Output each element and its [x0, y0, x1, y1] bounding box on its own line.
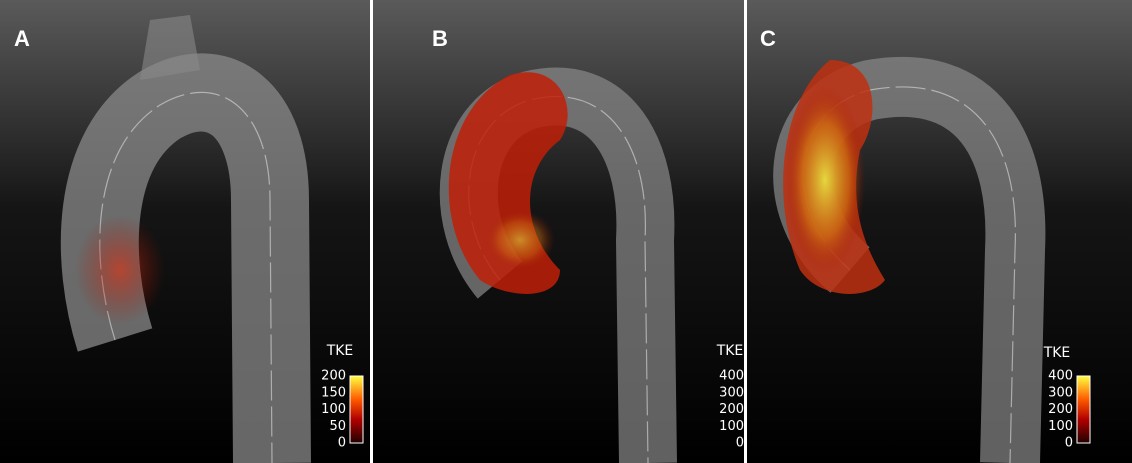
- colorbar-tick-label: 300: [719, 385, 744, 400]
- colorbar-tick-label: 0: [1065, 436, 1073, 451]
- colorbar-tick-label: 0: [736, 436, 744, 451]
- colorbar-tick-label: 400: [1048, 369, 1073, 384]
- colorbar-tick-label: 200: [719, 402, 744, 417]
- colorbar-title: TKE: [326, 343, 354, 359]
- colorbar-tick-label: 100: [719, 419, 744, 434]
- colorbar-tick-label: 200: [1048, 402, 1073, 417]
- panel-label: A: [14, 26, 30, 51]
- page: A TKE 050100150200 B TKE 0100200300400 C…: [0, 0, 1132, 463]
- tke-region: [75, 215, 165, 325]
- tke-peak: [485, 210, 555, 270]
- colorbar-tick-label: 100: [1048, 419, 1073, 434]
- colorbar-tick-label: 300: [1048, 385, 1073, 400]
- figure: A TKE 050100150200 B TKE 0100200300400 C…: [0, 0, 1132, 463]
- panel-label: C: [760, 26, 776, 51]
- panel-label: B: [432, 26, 448, 51]
- tke-peak: [785, 85, 865, 275]
- colorbar-tick-label: 150: [321, 385, 346, 400]
- colorbar-tick-label: 100: [321, 402, 346, 417]
- colorbar-tick-label: 200: [321, 369, 346, 384]
- colorbar-scale: [350, 376, 363, 443]
- colorbar-title: TKE: [1043, 345, 1071, 361]
- colorbar-tick-label: 400: [719, 369, 744, 384]
- colorbar-scale: [1077, 376, 1090, 443]
- colorbar-tick-label: 50: [329, 419, 346, 434]
- colorbar-tick-label: 0: [338, 436, 346, 451]
- colorbar-title: TKE: [716, 343, 744, 359]
